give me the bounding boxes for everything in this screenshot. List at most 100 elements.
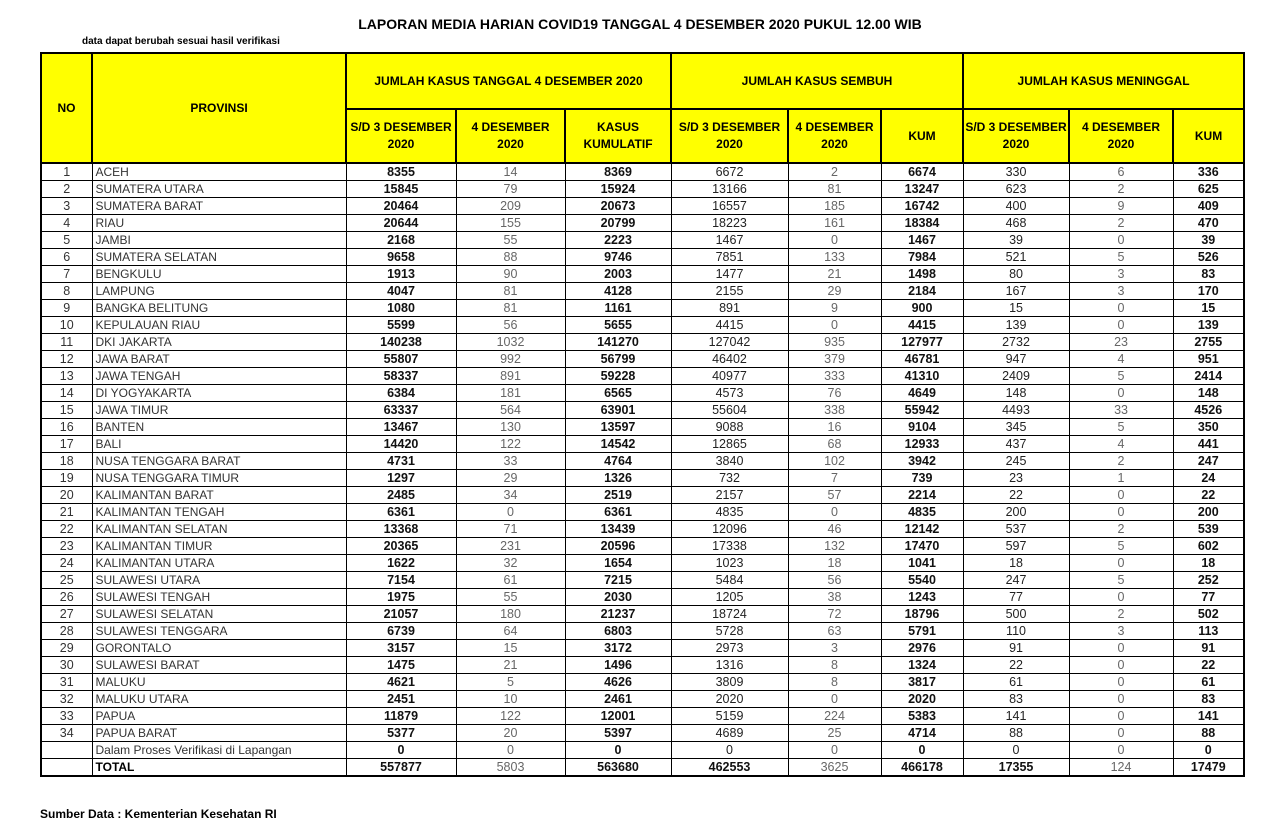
- cell-sembuh-kum: 2020: [880, 690, 964, 708]
- cell-sembuh-4des: 72: [787, 605, 882, 623]
- cell-meninggal-4des: 3: [1068, 282, 1174, 300]
- cell-sembuh-4des: 102: [787, 452, 882, 470]
- cell-meninggal-kum: 539: [1172, 520, 1245, 538]
- cell-meninggal-sd3: 22: [962, 656, 1070, 674]
- cell-meninggal-4des: 0: [1068, 588, 1174, 606]
- cell-sembuh-sd3: 5159: [670, 707, 789, 725]
- cell-sembuh-4des: 935: [787, 333, 882, 351]
- cell-meninggal-sd3: 345: [962, 418, 1070, 436]
- header-sub: S/D 3 DESEMBER 2020: [670, 108, 789, 164]
- cell-provinsi: Dalam Proses Verifikasi di Lapangan: [91, 741, 347, 759]
- cell-no: 20: [40, 486, 93, 504]
- cell-sembuh-4des: 7: [787, 469, 882, 487]
- cell-kasus-kumulatif: 4128: [564, 282, 672, 300]
- table-row: 24 KALIMANTAN UTARA 1622 32 1654 1023 18 1041 18…: [40, 554, 1245, 572]
- cell-meninggal-4des: 3: [1068, 622, 1174, 640]
- cell-meninggal-sd3: 2732: [962, 333, 1070, 351]
- cell-meninggal-kum: 502: [1172, 605, 1245, 623]
- cell-kasus-4des: 122: [455, 435, 566, 453]
- cell-no: 10: [40, 316, 93, 334]
- cell-sembuh-kum: 55942: [880, 401, 964, 419]
- cell-provinsi: MALUKU UTARA: [91, 690, 347, 708]
- cell-sembuh-4des: 161: [787, 214, 882, 232]
- header-group-sembuh: JUMLAH KASUS SEMBUH: [669, 52, 965, 110]
- cell-kasus-sd3: 13467: [345, 418, 457, 436]
- cell-sembuh-sd3: 6672: [670, 162, 789, 181]
- table-row: 23 KALIMANTAN TIMUR 20365 231 20596 17338 132 1…: [40, 537, 1245, 555]
- cell-no: 27: [40, 605, 93, 623]
- header-sub: KUM: [1172, 108, 1246, 164]
- cell-sembuh-kum: 1041: [880, 554, 964, 572]
- cell-sembuh-kum: 739: [880, 469, 964, 487]
- cell-kasus-4des: 34: [455, 486, 566, 504]
- cell-sembuh-4des: 0: [787, 690, 882, 708]
- cell-sembuh-kum: 5383: [880, 707, 964, 725]
- cell-sembuh-4des: 68: [787, 435, 882, 453]
- cell-meninggal-4des: 33: [1068, 401, 1174, 419]
- cell-provinsi: MALUKU: [91, 673, 347, 691]
- cell-kasus-4des: 55: [455, 231, 566, 249]
- cell-kasus-kumulatif: 8369: [564, 162, 672, 181]
- cell-sembuh-sd3: 1316: [670, 656, 789, 674]
- cell-kasus-sd3: 1080: [345, 299, 457, 317]
- cell-meninggal-sd3: 500: [962, 605, 1070, 623]
- cell-no: 19: [40, 469, 93, 487]
- cell-provinsi: BALI: [91, 435, 347, 453]
- cell-sembuh-kum: 1324: [880, 656, 964, 674]
- cell-meninggal-sd3: 88: [962, 724, 1070, 742]
- table-row: 18 NUSA TENGGARA BARAT 4731 33 4764 3840 102 39…: [40, 452, 1245, 470]
- cell-sembuh-kum: 16742: [880, 197, 964, 215]
- cell-no: 12: [40, 350, 93, 368]
- cell-kasus-sd3: 140238: [345, 333, 457, 351]
- cell-sembuh-4des: 56: [787, 571, 882, 589]
- cell-kasus-kumulatif: 15924: [564, 180, 672, 198]
- cell-provinsi: JAWA TENGAH: [91, 367, 347, 385]
- cell-kasus-4des: 33: [455, 452, 566, 470]
- cell-meninggal-sd3: 245: [962, 452, 1070, 470]
- cell-kasus-kumulatif: 14542: [564, 435, 672, 453]
- cell-kasus-sd3: 6384: [345, 384, 457, 402]
- cell-provinsi: SULAWESI SELATAN: [91, 605, 347, 623]
- cell-meninggal-4des: 0: [1068, 299, 1174, 317]
- cell-sembuh-sd3: 18724: [670, 605, 789, 623]
- cell-meninggal-4des: 3: [1068, 265, 1174, 283]
- cell-kasus-kumulatif: 7215: [564, 571, 672, 589]
- cell-sembuh-4des: 0: [787, 316, 882, 334]
- cell-kasus-4des: 29: [455, 469, 566, 487]
- cell-sembuh-4des: 21: [787, 265, 882, 283]
- cell-provinsi: SULAWESI BARAT: [91, 656, 347, 674]
- cell-kasus-sd3: 1913: [345, 265, 457, 283]
- report-subtitle: data dapat berubah sesuai hasil verifika…: [82, 36, 280, 47]
- cell-kasus-kumulatif: 6565: [564, 384, 672, 402]
- cell-meninggal-4des: 0: [1068, 554, 1174, 572]
- cell-sembuh-sd3: 1205: [670, 588, 789, 606]
- cell-sembuh-kum: 3942: [880, 452, 964, 470]
- cell-kasus-kumulatif: 1496: [564, 656, 672, 674]
- cell-meninggal-sd3: 200: [962, 503, 1070, 521]
- cell-no: 9: [40, 299, 93, 317]
- cell-kasus-4des: 181: [455, 384, 566, 402]
- cell-sembuh-sd3: 12865: [670, 435, 789, 453]
- table-row: 3 SUMATERA BARAT 20464 209 20673 16557 185 1674…: [40, 197, 1245, 215]
- table-row: 27 SULAWESI SELATAN 21057 180 21237 18724 72 18…: [40, 605, 1245, 623]
- cell-sembuh-kum: 46781: [880, 350, 964, 368]
- header-sub: KASUS KUMULATIF: [564, 108, 672, 164]
- cell-kasus-kumulatif: 2003: [564, 265, 672, 283]
- cell-meninggal-kum: 441: [1172, 435, 1245, 453]
- cell-meninggal-sd3: 623: [962, 180, 1070, 198]
- cell-provinsi: JAWA TIMUR: [91, 401, 347, 419]
- table-row: 33 PAPUA 11879 122 12001 5159 224 5383 141 0 141: [40, 707, 1245, 725]
- cell-kasus-sd3: 6361: [345, 503, 457, 521]
- cell-no: 17: [40, 435, 93, 453]
- cell-meninggal-kum: 17479: [1172, 758, 1245, 777]
- cell-kasus-sd3: 2485: [345, 486, 457, 504]
- cell-no: [40, 741, 93, 759]
- cell-kasus-sd3: 3157: [345, 639, 457, 657]
- cell-meninggal-sd3: 537: [962, 520, 1070, 538]
- cell-kasus-sd3: 1297: [345, 469, 457, 487]
- cell-meninggal-sd3: 110: [962, 622, 1070, 640]
- cell-no: 15: [40, 401, 93, 419]
- header-provinsi: PROVINSI: [91, 52, 347, 164]
- cell-kasus-kumulatif: 13439: [564, 520, 672, 538]
- cell-no: 28: [40, 622, 93, 640]
